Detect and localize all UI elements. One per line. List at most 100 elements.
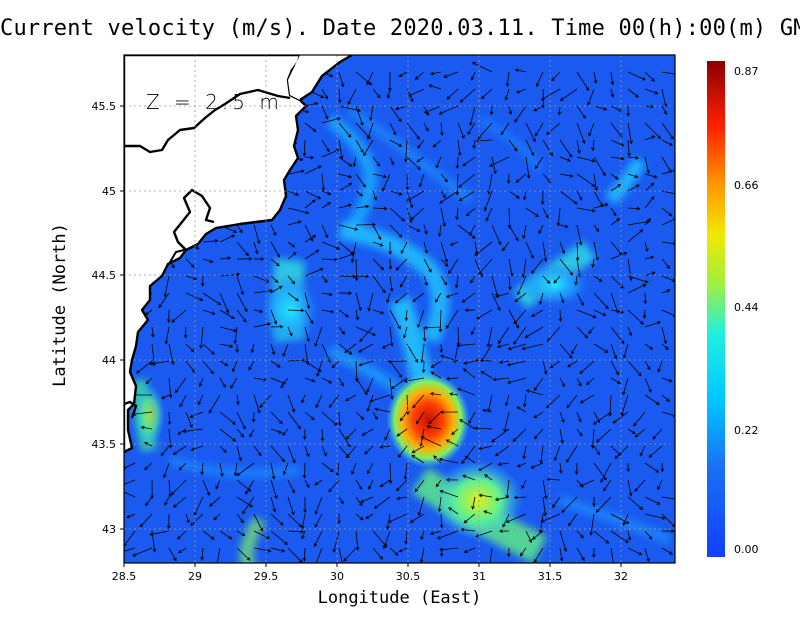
velocity-arrow	[439, 309, 442, 332]
velocity-arrow	[464, 547, 476, 553]
velocity-arrow-head	[421, 369, 426, 374]
velocity-arrow	[400, 241, 408, 254]
velocity-arrow-head	[459, 98, 464, 103]
velocity-arrow-head	[535, 83, 540, 88]
velocity-arrow	[423, 258, 432, 273]
coastline-estuary	[169, 249, 185, 263]
velocity-arrow	[360, 496, 374, 503]
velocity-arrow	[321, 224, 329, 238]
velocity-arrow-head	[652, 435, 657, 440]
velocity-arrow-head	[489, 163, 494, 167]
velocity-arrow-head	[217, 301, 222, 306]
velocity-arrow	[406, 343, 419, 363]
velocity-arrow	[463, 368, 476, 379]
velocity-arrow	[343, 547, 357, 562]
velocity-arrow-head	[257, 452, 262, 457]
velocity-arrow-head	[445, 478, 450, 482]
velocity-arrow	[610, 207, 617, 216]
velocity-arrow-head	[671, 529, 675, 534]
velocity-arrow	[249, 428, 255, 437]
velocity-arrow-head	[320, 94, 325, 99]
velocity-arrow	[171, 309, 187, 323]
velocity-arrow-head	[669, 142, 673, 146]
velocity-arrow-head	[444, 178, 448, 183]
velocity-arrow-head	[332, 548, 337, 553]
velocity-arrow	[506, 479, 510, 499]
velocity-arrow-head	[170, 491, 175, 496]
velocity-arrow	[202, 343, 215, 355]
velocity-arrow-head	[663, 103, 668, 108]
velocity-arrow	[497, 343, 510, 348]
velocity-arrow-head	[627, 536, 632, 541]
velocity-arrow-head	[405, 186, 410, 191]
velocity-arrow	[253, 224, 260, 244]
velocity-arrow	[481, 343, 493, 362]
velocity-arrow-head	[515, 237, 519, 242]
velocity-arrow-head	[232, 438, 237, 442]
velocity-arrow	[372, 309, 384, 314]
velocity-arrow-head	[657, 321, 662, 325]
velocity-arrow	[576, 530, 584, 539]
velocity-arrow	[534, 122, 544, 137]
velocity-arrow	[648, 445, 663, 458]
velocity-arrow	[614, 445, 629, 459]
velocity-arrow	[338, 496, 344, 505]
velocity-arrow	[368, 292, 374, 311]
velocity-arrow-head	[614, 176, 619, 180]
velocity-arrow	[627, 229, 643, 243]
velocity-arrow	[304, 343, 309, 365]
velocity-arrow	[588, 326, 595, 334]
velocity-arrow-head	[483, 207, 488, 212]
velocity-arrow	[480, 371, 493, 379]
velocity-arrow-head	[388, 266, 393, 270]
velocity-arrow-head	[439, 354, 445, 359]
velocity-arrow	[458, 173, 476, 188]
velocity-arrow-head	[471, 61, 476, 66]
velocity-arrow-head	[592, 314, 597, 319]
velocity-arrow-head	[329, 468, 334, 473]
velocity-arrow	[514, 292, 527, 303]
velocity-arrow	[472, 62, 493, 73]
velocity-arrow-head	[445, 439, 450, 443]
velocity-arrow	[389, 275, 393, 292]
velocity-arrow-head	[631, 430, 636, 434]
velocity-arrow	[532, 530, 544, 540]
velocity-arrow-head	[579, 399, 584, 404]
velocity-arrow-head	[310, 416, 315, 421]
velocity-arrow	[559, 292, 564, 303]
velocity-arrow	[440, 513, 443, 528]
velocity-arrow	[634, 428, 646, 438]
velocity-arrow	[457, 139, 461, 156]
velocity-arrow-head	[379, 555, 383, 560]
velocity-arrow-head	[281, 458, 286, 463]
velocity-arrow-head	[506, 362, 511, 367]
velocity-arrow	[644, 360, 651, 370]
velocity-arrow-head	[316, 372, 320, 377]
velocity-arrow-head	[314, 342, 318, 347]
velocity-arrow-head	[248, 366, 252, 371]
velocity-arrow-head	[585, 381, 590, 386]
velocity-arrow-head	[420, 436, 425, 440]
velocity-arrow-head	[238, 457, 242, 462]
velocity-arrow-head	[126, 514, 131, 519]
velocity-arrow-head	[417, 144, 421, 149]
velocity-arrow	[661, 513, 675, 528]
velocity-arrow	[412, 394, 425, 408]
velocity-arrow-head	[650, 182, 655, 187]
velocity-arrow	[232, 360, 238, 372]
velocity-arrow	[526, 390, 544, 396]
velocity-arrow-head	[183, 334, 188, 339]
velocity-arrow	[517, 462, 527, 468]
velocity-arrow	[610, 139, 624, 147]
velocity-arrow	[508, 190, 520, 199]
velocity-arrow	[576, 122, 585, 144]
velocity-arrow	[202, 275, 204, 286]
velocity-arrow-head	[469, 121, 473, 126]
velocity-arrow	[282, 343, 289, 357]
velocity-arrow	[338, 326, 345, 335]
velocity-arrow	[593, 203, 609, 209]
velocity-arrow	[338, 105, 361, 112]
velocity-arrow	[567, 360, 578, 368]
velocity-arrow	[515, 173, 527, 183]
velocity-arrow-head	[482, 408, 487, 413]
